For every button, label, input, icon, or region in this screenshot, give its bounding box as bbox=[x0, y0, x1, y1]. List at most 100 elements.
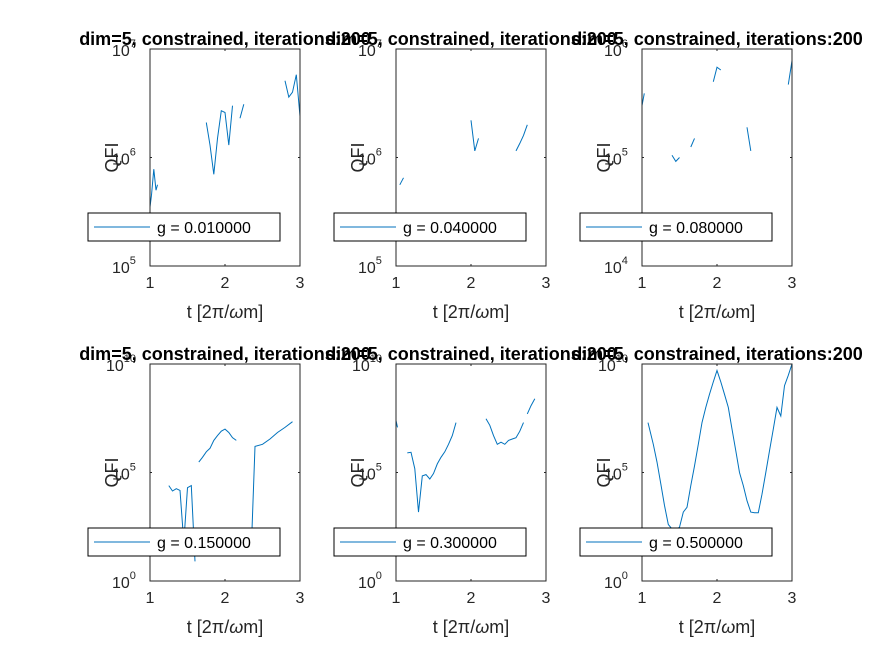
legend: g = 0.040000 bbox=[333, 212, 527, 242]
chart-title: dim=5, constrained, iterations:200 bbox=[79, 344, 371, 364]
y-tick-base: 10 bbox=[358, 260, 376, 277]
x-label-part: / bbox=[224, 617, 229, 637]
x-tick-label: 3 bbox=[788, 275, 797, 292]
y-tick-label: 107 bbox=[358, 38, 382, 60]
y-tick-base: 10 bbox=[112, 467, 130, 484]
x-label-part: / bbox=[716, 302, 721, 322]
x-label-part: t [2 bbox=[433, 617, 458, 637]
y-tick-exponent: 10 bbox=[616, 353, 628, 365]
y-tick-exponent: 0 bbox=[130, 570, 136, 582]
series-line-segment bbox=[284, 74, 300, 117]
x-label-omega: ω bbox=[475, 302, 489, 322]
chart-title: dim=5, constrained, iterations:200 bbox=[325, 344, 617, 364]
y-axis-label: QFI bbox=[102, 458, 122, 488]
y-tick-label: 105 bbox=[604, 147, 628, 169]
y-tick-exponent: 6 bbox=[130, 147, 136, 159]
y-axis-label: QFI bbox=[348, 143, 368, 173]
x-tick-label: 2 bbox=[467, 275, 476, 292]
chart-title: dim=5, constrained, iterations:200 bbox=[79, 29, 371, 49]
y-tick-base: 10 bbox=[358, 575, 376, 592]
y-tick-exponent: 6 bbox=[622, 38, 628, 50]
y-axis-label: QFI bbox=[348, 458, 368, 488]
x-label-part: m] bbox=[243, 617, 263, 637]
y-axis-label: QFI bbox=[594, 143, 614, 173]
series-line-segment bbox=[168, 484, 196, 562]
x-label-part: / bbox=[470, 302, 475, 322]
x-tick-label: 3 bbox=[296, 275, 305, 292]
y-tick-base: 10 bbox=[106, 358, 124, 375]
chart-title: dim=5, constrained, iterations:200 bbox=[571, 344, 863, 364]
y-tick-exponent: 0 bbox=[376, 570, 382, 582]
y-tick-base: 10 bbox=[112, 152, 130, 169]
y-tick-base: 10 bbox=[358, 152, 376, 169]
y-tick-base: 10 bbox=[604, 43, 622, 60]
x-label-part: t [2 bbox=[679, 617, 704, 637]
y-tick-exponent: 0 bbox=[622, 570, 628, 582]
x-axis-label: t [2π/ωm] bbox=[187, 617, 263, 637]
y-tick-base: 10 bbox=[604, 152, 622, 169]
legend: g = 0.010000 bbox=[87, 212, 281, 242]
chart-title: dim=5, constrained, iterations:200 bbox=[571, 29, 863, 49]
series-line-segment bbox=[671, 154, 680, 163]
series-line-segment bbox=[239, 104, 245, 119]
x-tick-label: 2 bbox=[221, 275, 230, 292]
series-line-segment bbox=[787, 60, 792, 85]
legend-box bbox=[579, 527, 773, 557]
x-label-omega: ω bbox=[721, 617, 735, 637]
x-label-part: m] bbox=[243, 302, 263, 322]
x-tick-label: 3 bbox=[788, 590, 797, 607]
x-label-pi: π bbox=[704, 302, 716, 322]
y-tick-label: 100 bbox=[358, 570, 382, 592]
y-tick-label: 105 bbox=[112, 255, 136, 277]
y-tick-exponent: 5 bbox=[376, 255, 382, 267]
x-tick-label: 2 bbox=[221, 590, 230, 607]
x-axis-label: t [2π/ωm] bbox=[433, 617, 509, 637]
x-axis-label: t [2π/ωm] bbox=[433, 302, 509, 322]
x-label-part: t [2 bbox=[679, 302, 704, 322]
y-tick-label: 106 bbox=[112, 147, 136, 169]
y-tick-base: 10 bbox=[352, 358, 370, 375]
x-label-part: / bbox=[716, 617, 721, 637]
x-tick-label: 3 bbox=[542, 275, 551, 292]
legend-entry: g = 0.300000 bbox=[403, 535, 497, 552]
x-tick-label: 1 bbox=[392, 275, 401, 292]
x-label-part: m] bbox=[489, 617, 509, 637]
y-tick-label: 1010 bbox=[598, 353, 628, 375]
y-tick-base: 10 bbox=[112, 260, 130, 277]
y-tick-label: 105 bbox=[604, 462, 628, 484]
y-tick-label: 1010 bbox=[106, 353, 136, 375]
y-tick-exponent: 5 bbox=[130, 462, 136, 474]
y-tick-base: 10 bbox=[604, 575, 622, 592]
x-label-pi: π bbox=[212, 617, 224, 637]
series-line-segment bbox=[407, 422, 457, 513]
y-tick-base: 10 bbox=[604, 260, 622, 277]
x-label-omega: ω bbox=[229, 302, 243, 322]
x-label-pi: π bbox=[458, 302, 470, 322]
y-axis-label: QFI bbox=[102, 143, 122, 173]
series-line-segment bbox=[746, 127, 752, 151]
x-label-pi: π bbox=[212, 302, 224, 322]
chart-title: dim=5, constrained, iterations:200 bbox=[325, 29, 617, 49]
y-tick-base: 10 bbox=[358, 43, 376, 60]
series-line-segment bbox=[399, 177, 404, 186]
y-tick-exponent: 4 bbox=[622, 255, 628, 267]
legend-entry: g = 0.150000 bbox=[157, 535, 251, 552]
series-line-segment bbox=[198, 428, 237, 463]
x-tick-label: 1 bbox=[638, 590, 647, 607]
legend: g = 0.080000 bbox=[579, 212, 773, 242]
series-line-segment bbox=[250, 421, 293, 549]
x-label-omega: ω bbox=[475, 617, 489, 637]
x-label-part: t [2 bbox=[187, 302, 212, 322]
series-line-segment bbox=[690, 138, 695, 148]
y-tick-base: 10 bbox=[358, 467, 376, 484]
legend: g = 0.500000 bbox=[579, 527, 773, 557]
x-label-part: m] bbox=[735, 302, 755, 322]
y-tick-base: 10 bbox=[112, 575, 130, 592]
series-line-segment bbox=[515, 124, 528, 152]
legend: g = 0.150000 bbox=[87, 527, 281, 557]
x-label-pi: π bbox=[458, 617, 470, 637]
